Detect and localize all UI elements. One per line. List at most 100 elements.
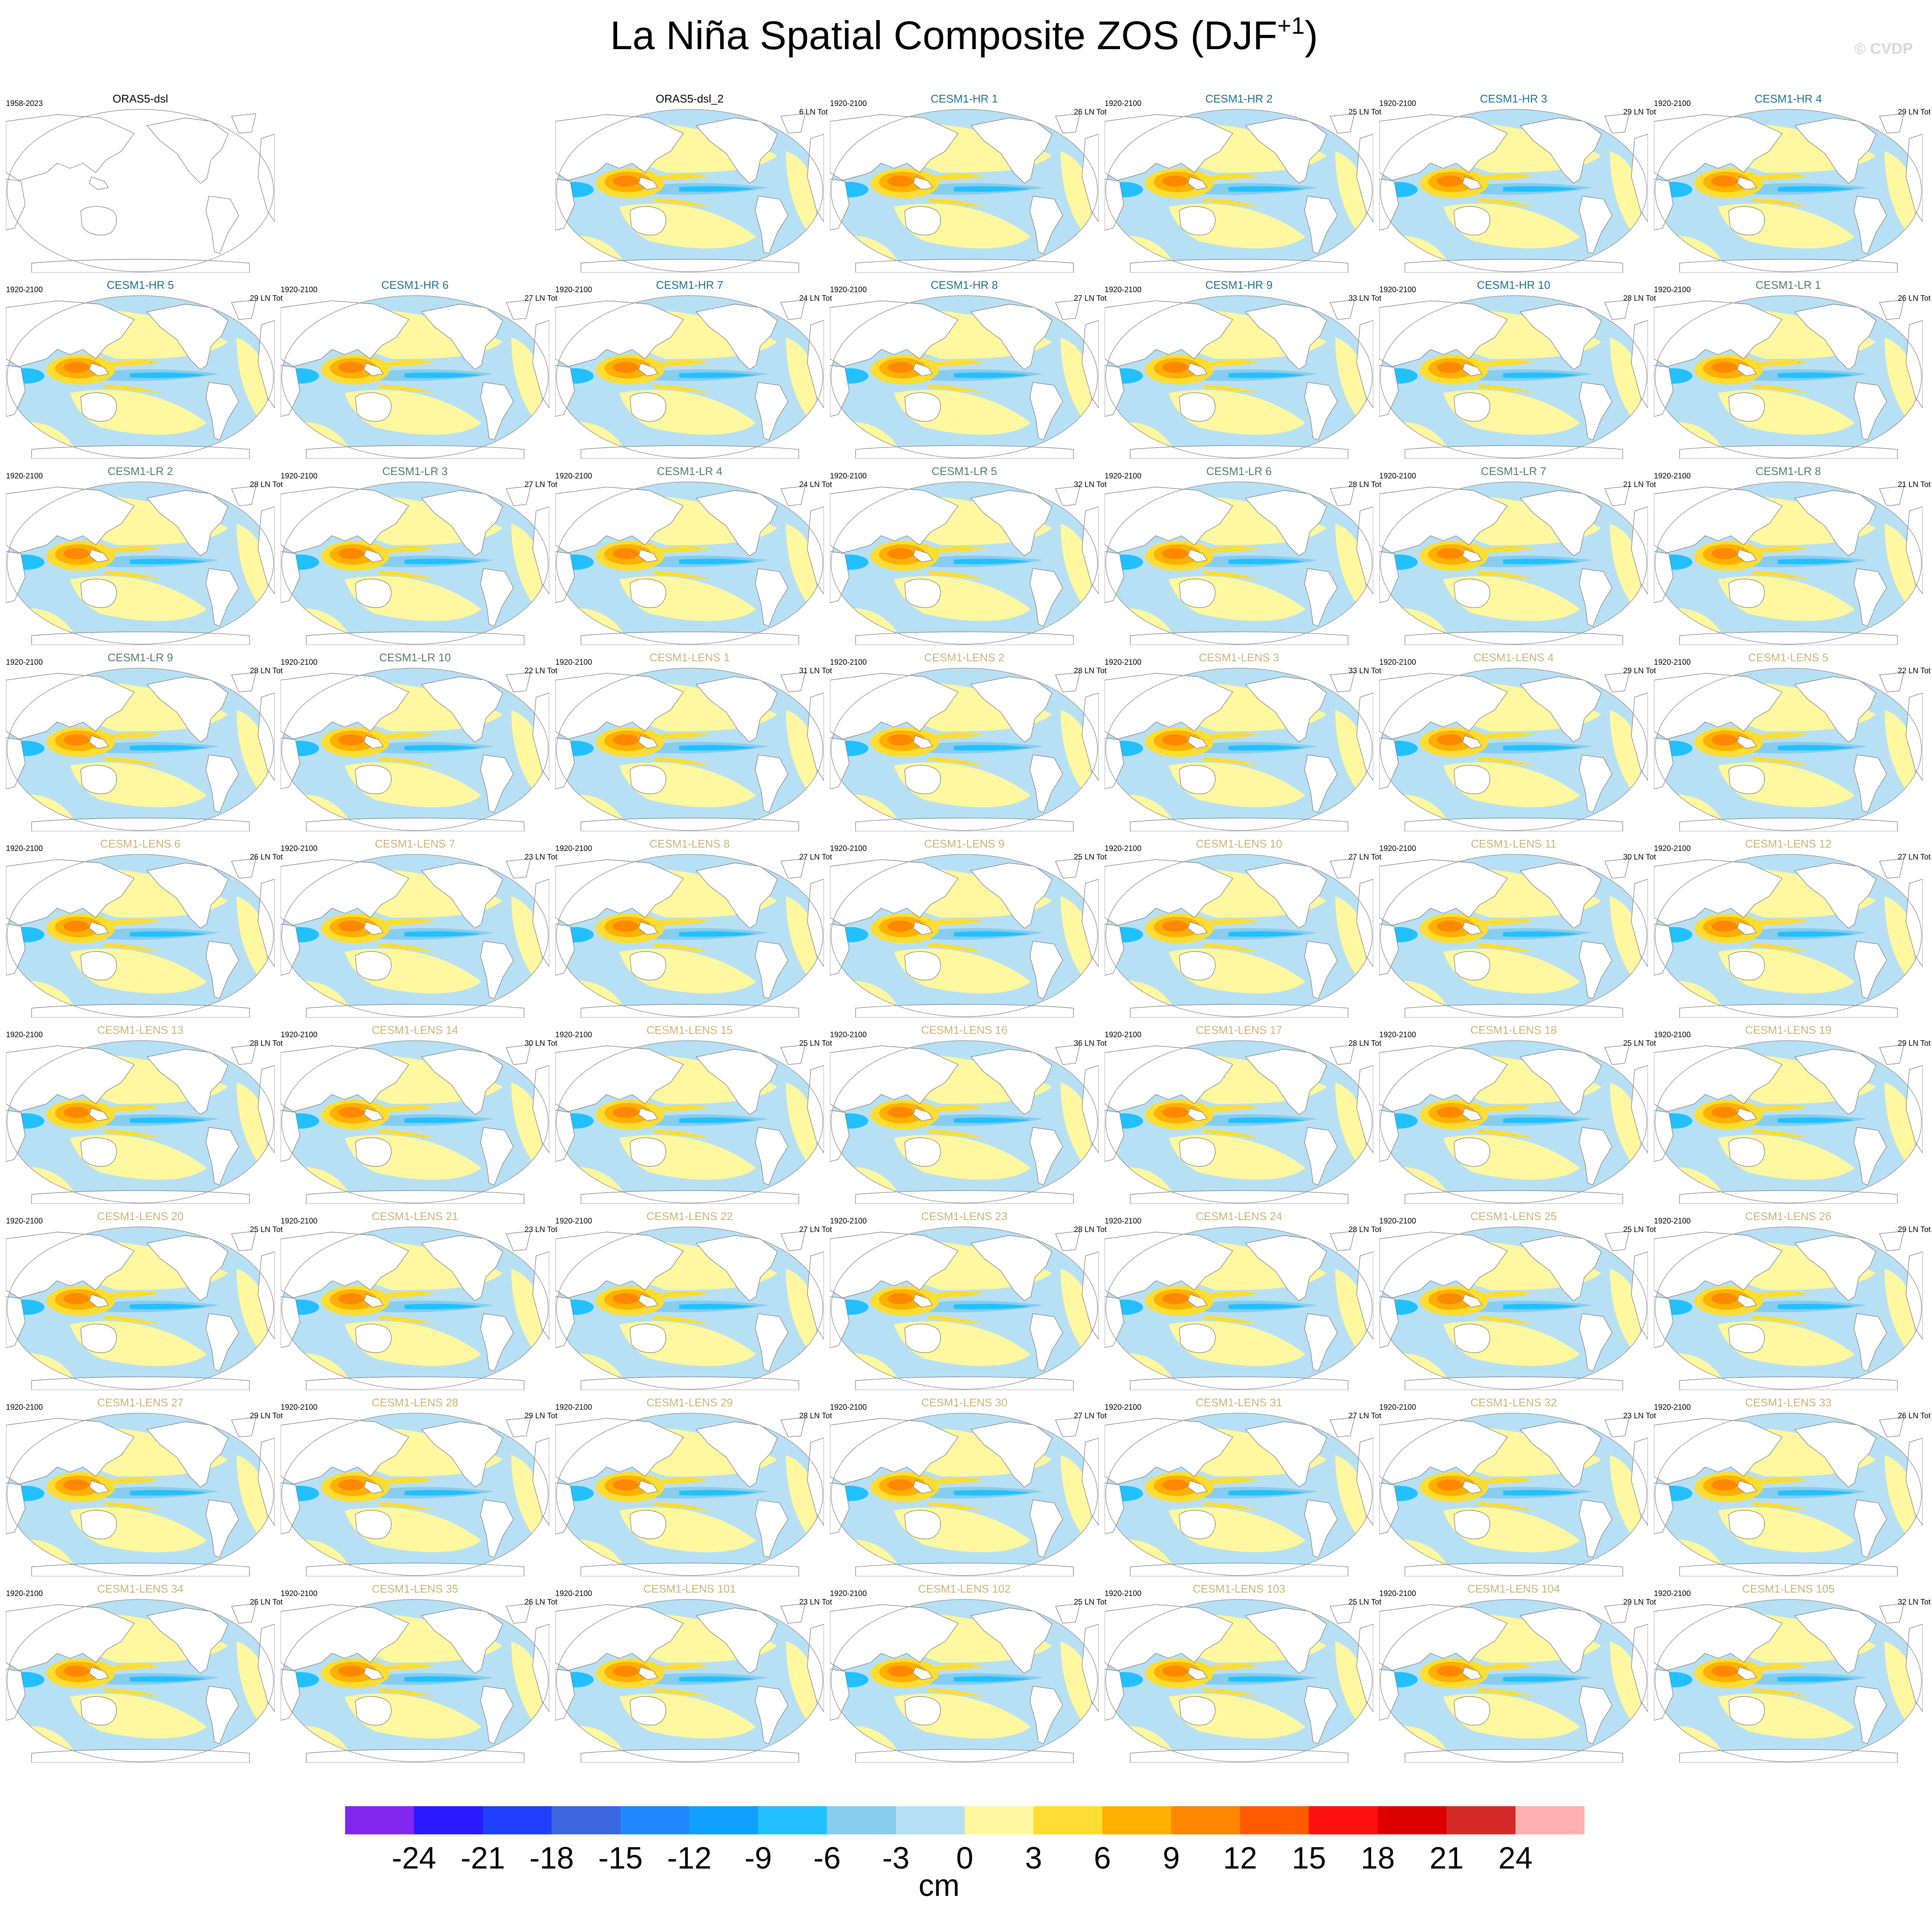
- colorbar-tick-label: -12: [667, 1841, 712, 1875]
- panel-period: 1920-2100: [830, 285, 867, 294]
- map-panel: CESM1-LENS 10 1920-2100 27 LN Tot: [1105, 837, 1381, 1018]
- map-panel: CESM1-LENS 13 1920-2100 28 LN Tot: [6, 1024, 283, 1204]
- map-outline: [1105, 854, 1373, 1017]
- panel-period: 1920-2100: [1379, 1403, 1416, 1411]
- panel-title: CESM1-HR 3: [1480, 92, 1547, 105]
- colorbar-box: [1378, 1806, 1447, 1834]
- colorbar-box: [1515, 1806, 1585, 1834]
- panel-count: 31 LN Tot: [799, 666, 832, 675]
- panel-period: 1920-2100: [1654, 1589, 1691, 1598]
- panel-title: CESM1-LENS 19: [1745, 1024, 1831, 1036]
- map-outline: [556, 1040, 824, 1203]
- colorbar-tick-label: 24: [1498, 1841, 1533, 1875]
- panel-count: 29 LN Tot: [1898, 1039, 1931, 1047]
- panel-title: CESM1-LENS 105: [1742, 1582, 1835, 1595]
- panel-period: 1920-2100: [1379, 844, 1416, 853]
- map-outline: [1654, 668, 1922, 831]
- panel-period: 1920-2100: [555, 1030, 592, 1039]
- map-outline: [281, 1599, 549, 1762]
- panel-title: CESM1-LENS 7: [375, 837, 455, 850]
- panel-period: 1920-2100: [6, 285, 43, 294]
- panel-title: CESM1-LR 3: [382, 465, 448, 478]
- map-outline: [556, 1226, 824, 1390]
- map-outline: [281, 1040, 549, 1203]
- panel-period: 1920-2100: [281, 472, 317, 480]
- colorbar-tick-label: 6: [1094, 1841, 1111, 1875]
- map-outline: [1380, 1599, 1648, 1762]
- colorbar-tick-label: -24: [392, 1841, 436, 1875]
- panel-count: 29 LN Tot: [1898, 108, 1931, 116]
- map-panel: CESM1-LENS 21 1920-2100 23 LN Tot: [281, 1210, 557, 1390]
- colorbar-tick-label: -6: [813, 1841, 841, 1875]
- panel-count: 28 LN Tot: [1349, 480, 1381, 489]
- panel-period: 1920-2100: [6, 1217, 43, 1225]
- colorbar-box: [1309, 1806, 1378, 1834]
- panel-count: 26 LN Tot: [525, 1598, 557, 1606]
- panel-period: 1920-2100: [1654, 1403, 1691, 1411]
- map-panel: CESM1-LENS 7 1920-2100 23 LN Tot: [281, 837, 557, 1018]
- map-outline: [6, 1040, 274, 1203]
- panel-title: CESM1-HR 7: [656, 279, 723, 291]
- panel-title: CESM1-LENS 2: [924, 651, 1005, 664]
- panel-title: CESM1-LENS 3: [1199, 651, 1279, 664]
- map-panel: CESM1-LR 4 1920-2100 24 LN Tot: [555, 465, 832, 645]
- colorbar-box: [1240, 1806, 1309, 1834]
- panel-period: 1920-2100: [1379, 1030, 1416, 1039]
- colorbar-box: [483, 1806, 552, 1834]
- panel-count: 22 LN Tot: [1898, 666, 1931, 675]
- panel-title: ORAS5-dsl: [112, 92, 168, 105]
- panel-count: 21 LN Tot: [1623, 480, 1656, 489]
- panel-count: 27 LN Tot: [799, 853, 832, 861]
- panel-count: 28 LN Tot: [250, 1039, 283, 1047]
- map-outline: [6, 481, 274, 645]
- panel-title: CESM1-LENS 17: [1196, 1024, 1282, 1036]
- panel-count: 6 LN Tot: [799, 108, 828, 116]
- panel-title: CESM1-LENS 18: [1470, 1024, 1557, 1036]
- panel-count: 29 LN Tot: [1623, 1598, 1656, 1606]
- map-panel: ORAS5-dsl_2 6 LN Tot: [555, 92, 828, 273]
- panel-period: 1920-2100: [830, 844, 867, 853]
- colorbar-box: [1446, 1806, 1516, 1834]
- map-outline: [830, 481, 1098, 645]
- panel-count: 36 LN Tot: [1074, 1039, 1107, 1047]
- panel-period: 1920-2100: [830, 1589, 867, 1598]
- colorbar-tick-label: -3: [882, 1841, 909, 1875]
- panel-period: 1920-2100: [1379, 99, 1416, 108]
- map-outline: [281, 1413, 549, 1576]
- panel-title: CESM1-LR 10: [379, 651, 451, 664]
- panel-period: 1920-2100: [281, 1403, 317, 1411]
- panel-title: CESM1-LENS 11: [1471, 837, 1556, 850]
- panel-count: 23 LN Tot: [525, 853, 557, 861]
- panel-count: 22 LN Tot: [525, 666, 557, 675]
- colorbar-box: [689, 1806, 759, 1834]
- panel-title: CESM1-LENS 6: [100, 837, 181, 850]
- panel-title: CESM1-LENS 10: [1196, 837, 1282, 850]
- map-panel: CESM1-LR 8 1920-2100 21 LN Tot: [1654, 465, 1931, 645]
- colorbar-tick-label: 18: [1360, 1841, 1395, 1875]
- map-outline: [281, 854, 549, 1017]
- panel-title: CESM1-LR 7: [1481, 465, 1546, 478]
- panel-period: 1920-2100: [1654, 1030, 1691, 1039]
- map-panel: CESM1-LENS 28 1920-2100 29 LN Tot: [281, 1396, 557, 1576]
- panel-period: 1920-2100: [6, 1589, 43, 1598]
- colorbar-box: [965, 1806, 1034, 1834]
- panel-period: 1920-2100: [1654, 658, 1691, 666]
- panel-period: 1920-2100: [555, 1217, 592, 1225]
- map-outline: [1105, 1040, 1373, 1203]
- panel-period: 1920-2100: [6, 472, 43, 480]
- panel-period: 1920-2100: [281, 1589, 317, 1598]
- map-panel: CESM1-LENS 101 1920-2100 23 LN Tot: [555, 1582, 832, 1763]
- panel-count: 28 LN Tot: [1623, 294, 1656, 302]
- panel-title: CESM1-LENS 9: [924, 837, 1005, 850]
- map-outline: [1654, 109, 1922, 272]
- panel-count: 28 LN Tot: [250, 480, 283, 489]
- panel-title: CESM1-LENS 21: [372, 1210, 458, 1223]
- map-panel: CESM1-LENS 18 1920-2100 25 LN Tot: [1379, 1024, 1656, 1204]
- map-outline: [1654, 1226, 1922, 1390]
- panel-count: 27 LN Tot: [1074, 294, 1107, 302]
- colorbar-tick-label: -15: [598, 1841, 643, 1875]
- colorbar-tick-label: -21: [460, 1841, 505, 1875]
- map-panel: CESM1-LENS 25 1920-2100 25 LN Tot: [1379, 1210, 1656, 1390]
- panel-count: 25 LN Tot: [1623, 1225, 1656, 1234]
